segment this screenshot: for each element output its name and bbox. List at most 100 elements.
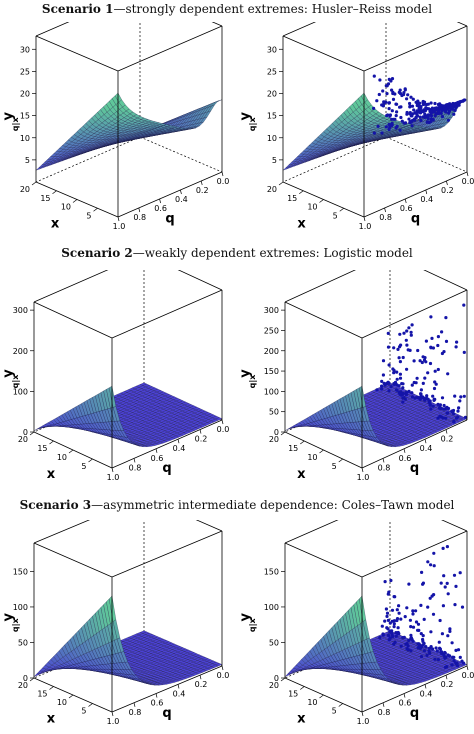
q-tick-mark [199, 429, 202, 434]
q-axis: 1.00.80.60.40.20.0 [107, 419, 229, 482]
z-tick-label: 5 [25, 156, 30, 165]
q-tick-mark [466, 171, 469, 177]
data-point [423, 115, 427, 119]
data-point [372, 74, 376, 78]
x-tick-label: 15 [288, 444, 298, 453]
q-tick-mark [221, 171, 224, 177]
box-edge [111, 530, 223, 578]
q-tick-mark [117, 216, 120, 222]
z-tick-label: 200 [13, 347, 28, 356]
z-tick-label: 150 [13, 567, 28, 576]
x-tick-label: 15 [287, 194, 297, 203]
q-axis: 1.00.80.60.40.20.0 [359, 171, 474, 231]
data-point [398, 376, 403, 380]
data-point [420, 360, 424, 365]
scenario-label: Scenario 1 [41, 2, 114, 16]
data-point [399, 391, 403, 395]
q-tick-mark [177, 439, 180, 444]
data-point [399, 343, 403, 347]
q-tick-label: 0.8 [133, 213, 146, 222]
data-point [398, 372, 402, 376]
data-point [442, 107, 446, 111]
q-axis-label: q [165, 212, 174, 227]
data-point [429, 407, 433, 411]
x-tick-mark [49, 440, 54, 445]
data-point [395, 102, 399, 106]
box-edge [117, 25, 223, 72]
data-point [404, 338, 408, 342]
data-point [397, 356, 401, 360]
data-point [416, 396, 420, 400]
data-point [409, 95, 413, 99]
scatter-points [375, 303, 468, 424]
z-axis-subscript: q|x [11, 117, 20, 132]
z-tick-label: 15 [267, 112, 277, 121]
scatter-points [372, 74, 467, 135]
surface-mesh [284, 595, 468, 686]
data-point [450, 410, 454, 414]
box-edge [361, 289, 468, 339]
data-point [380, 379, 384, 383]
data-point [387, 389, 391, 393]
z-tick-label: 250 [264, 326, 279, 335]
data-point [386, 345, 391, 349]
data-point [398, 332, 402, 336]
q-tick-label: 0.2 [195, 680, 208, 689]
q-tick-label: 1.0 [113, 222, 126, 231]
x-axis-label: x [51, 216, 60, 231]
data-point [387, 101, 391, 105]
x-tick-mark [338, 458, 343, 463]
q-tick-label: 1.0 [359, 222, 372, 231]
box-edge [363, 25, 468, 72]
data-point [372, 131, 376, 135]
data-point [416, 110, 420, 114]
box-edge [211, 22, 223, 27]
data-point [414, 100, 418, 104]
data-point [426, 397, 430, 401]
plot-box-front [284, 270, 468, 469]
data-point [401, 400, 405, 404]
data-point [444, 316, 448, 320]
q-axis-label: q [410, 461, 419, 476]
surface-plot-scenario-1-right: 5 10 15 20 25 30 y q|x 20 15 10 5 x 1.0 0.8 0.6 0.4 0.2 0.… [237, 22, 474, 237]
data-point [412, 108, 416, 112]
q-axis-label: q [162, 461, 171, 476]
q-tick-label: 0.6 [151, 454, 164, 463]
data-point [462, 350, 466, 354]
data-point [389, 385, 393, 389]
z-tick-label: 300 [13, 306, 28, 315]
data-point [380, 384, 384, 388]
box-edge [423, 270, 468, 291]
x-tick-mark [29, 431, 35, 436]
q-tick-mark [138, 207, 141, 213]
plot-box-back [282, 22, 468, 183]
x-tick-mark [88, 458, 93, 463]
data-point [409, 333, 413, 337]
scenario-1-heading: Scenario 1—strongly dependent extremes: … [0, 2, 474, 16]
x-axis-label: x [297, 467, 306, 482]
data-point [399, 115, 403, 120]
z-tick-label: 300 [264, 306, 279, 315]
data-point [409, 120, 413, 124]
data-point [444, 339, 449, 343]
data-point [387, 363, 391, 367]
data-point [446, 406, 451, 411]
x-tick-label: 5 [86, 211, 91, 220]
q-tick-mark [155, 693, 158, 698]
scenario-2-heading: Scenario 2—weakly dependent extremes: Lo… [0, 246, 474, 260]
data-point [457, 406, 461, 410]
x-tick-mark [68, 449, 74, 454]
data-point [386, 331, 390, 335]
data-point [375, 99, 379, 103]
data-point [439, 103, 443, 107]
data-point [400, 382, 404, 386]
data-point [395, 110, 399, 114]
back-floor-edge-left [35, 136, 141, 183]
data-point [401, 355, 405, 360]
surface-plot-scenario-3-left: 0 50 100 150 y q|x 20 15 10 5 x 1.0 0.8 0.6 0.4 0.2 0.0 q [0, 520, 237, 734]
